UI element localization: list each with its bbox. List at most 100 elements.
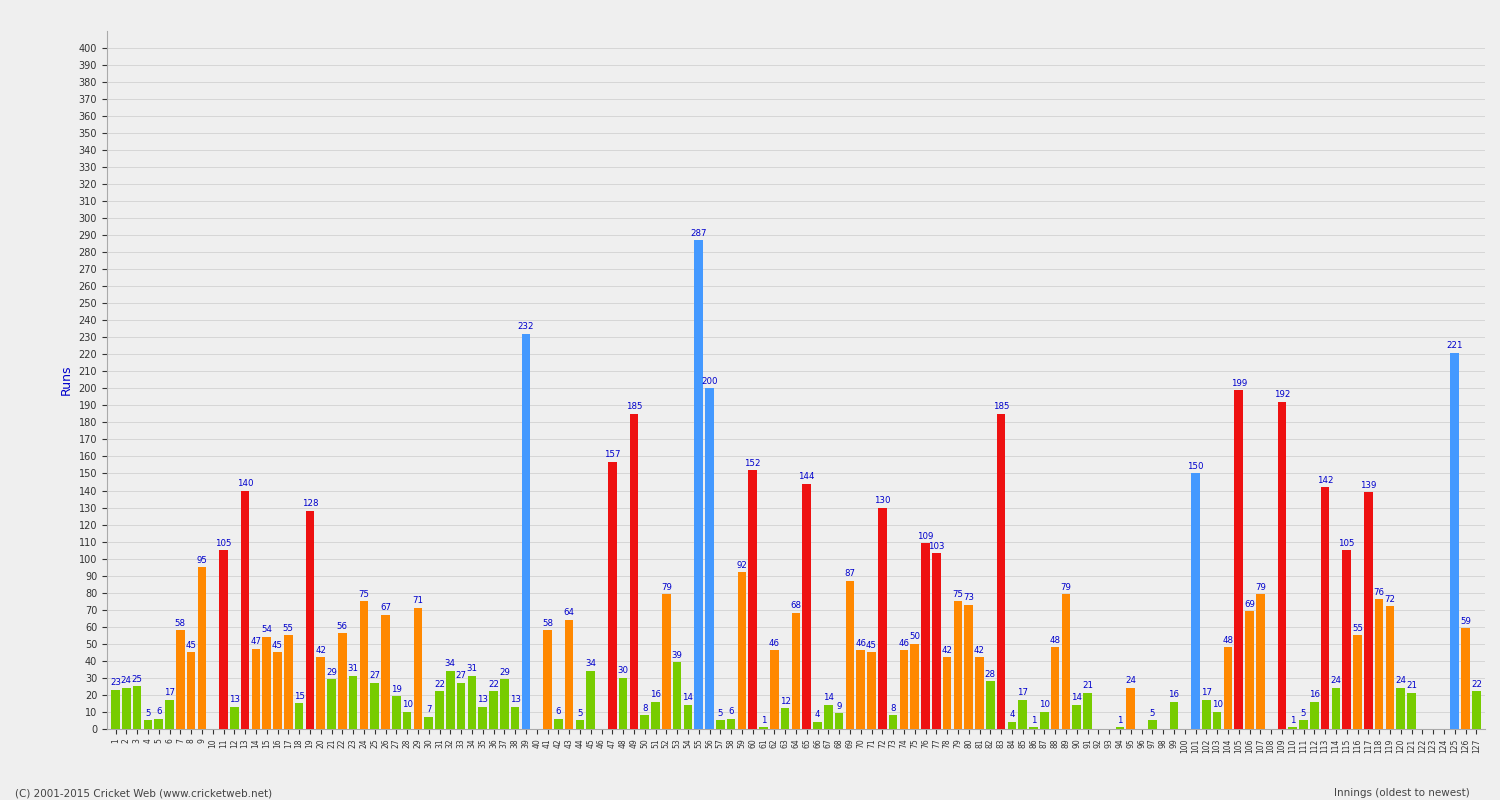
Bar [921, 543, 930, 729]
Text: 105: 105 [216, 538, 232, 547]
Bar [252, 649, 261, 729]
Bar [846, 581, 855, 729]
Bar [651, 702, 660, 729]
Text: 6: 6 [156, 707, 162, 716]
Bar [1342, 550, 1352, 729]
Bar [134, 686, 141, 729]
Text: 15: 15 [294, 692, 304, 701]
Text: 13: 13 [510, 695, 520, 704]
Text: 69: 69 [1244, 600, 1256, 609]
Bar [1083, 693, 1092, 729]
Text: 152: 152 [744, 458, 760, 467]
Text: 5: 5 [578, 709, 582, 718]
Bar [242, 490, 249, 729]
Bar [1288, 727, 1298, 729]
Bar [188, 652, 195, 729]
Text: 46: 46 [898, 639, 909, 648]
Text: 56: 56 [338, 622, 348, 631]
Text: 92: 92 [736, 561, 747, 570]
Bar [910, 644, 920, 729]
Text: 200: 200 [702, 377, 718, 386]
Bar [1256, 594, 1264, 729]
Bar [1148, 720, 1156, 729]
Text: 1: 1 [1290, 715, 1296, 725]
Text: 287: 287 [690, 229, 706, 238]
Bar [792, 613, 801, 729]
Text: 1: 1 [1030, 715, 1036, 725]
Bar [802, 484, 812, 729]
Bar [144, 720, 153, 729]
Bar [1322, 487, 1329, 729]
Bar [782, 708, 789, 729]
Bar [360, 601, 369, 729]
Bar [198, 567, 207, 729]
Bar [219, 550, 228, 729]
Bar [1332, 688, 1341, 729]
Text: 42: 42 [942, 646, 952, 654]
Text: 24: 24 [1330, 676, 1341, 686]
Text: 75: 75 [358, 590, 369, 598]
Bar [111, 690, 120, 729]
Bar [1019, 700, 1028, 729]
Bar [1461, 628, 1470, 729]
Text: 27: 27 [369, 671, 380, 680]
Text: (C) 2001-2015 Cricket Web (www.cricketweb.net): (C) 2001-2015 Cricket Web (www.cricketwe… [15, 788, 272, 798]
Text: 24: 24 [122, 676, 132, 686]
Bar [1126, 688, 1136, 729]
Bar [522, 334, 531, 729]
Bar [1040, 712, 1048, 729]
Text: 45: 45 [865, 641, 877, 650]
Bar [705, 388, 714, 729]
Text: 144: 144 [798, 472, 814, 481]
Text: 109: 109 [918, 532, 933, 541]
Text: 7: 7 [426, 706, 432, 714]
Bar [1245, 611, 1254, 729]
Bar [1472, 691, 1480, 729]
Text: 10: 10 [1040, 700, 1050, 710]
Text: 34: 34 [446, 659, 456, 668]
Text: 55: 55 [1352, 624, 1364, 633]
Text: 14: 14 [1071, 694, 1083, 702]
Bar [748, 470, 758, 729]
Text: 31: 31 [348, 665, 358, 674]
Text: 21: 21 [1406, 682, 1417, 690]
Text: 22: 22 [433, 680, 445, 689]
Text: 1: 1 [760, 715, 766, 725]
Bar [273, 652, 282, 729]
Bar [230, 706, 238, 729]
Text: 17: 17 [1017, 688, 1029, 698]
Bar [932, 554, 940, 729]
Text: 58: 58 [176, 618, 186, 627]
Bar [284, 635, 292, 729]
Text: 23: 23 [110, 678, 122, 687]
Bar [566, 620, 573, 729]
Bar [554, 718, 562, 729]
Text: 5: 5 [1149, 709, 1155, 718]
Bar [975, 658, 984, 729]
Text: 47: 47 [251, 638, 261, 646]
Text: 4: 4 [1010, 710, 1014, 719]
Text: 72: 72 [1384, 594, 1395, 604]
Bar [890, 715, 897, 729]
Text: 31: 31 [466, 665, 477, 674]
Text: 87: 87 [844, 569, 855, 578]
Text: 5: 5 [717, 709, 723, 718]
Bar [813, 722, 822, 729]
Text: 24: 24 [1395, 676, 1407, 686]
Text: 54: 54 [261, 626, 272, 634]
Text: 142: 142 [1317, 475, 1334, 485]
Bar [1396, 688, 1406, 729]
Text: 24: 24 [1125, 676, 1137, 686]
Text: 19: 19 [392, 685, 402, 694]
Bar [1310, 702, 1318, 729]
Bar [608, 462, 616, 729]
Text: 75: 75 [952, 590, 963, 598]
Bar [836, 714, 843, 729]
Text: 42: 42 [974, 646, 986, 654]
Bar [458, 683, 465, 729]
Bar [964, 605, 974, 729]
Bar [674, 662, 681, 729]
Text: 14: 14 [824, 694, 834, 702]
Bar [1072, 705, 1082, 729]
Text: 50: 50 [909, 632, 921, 641]
